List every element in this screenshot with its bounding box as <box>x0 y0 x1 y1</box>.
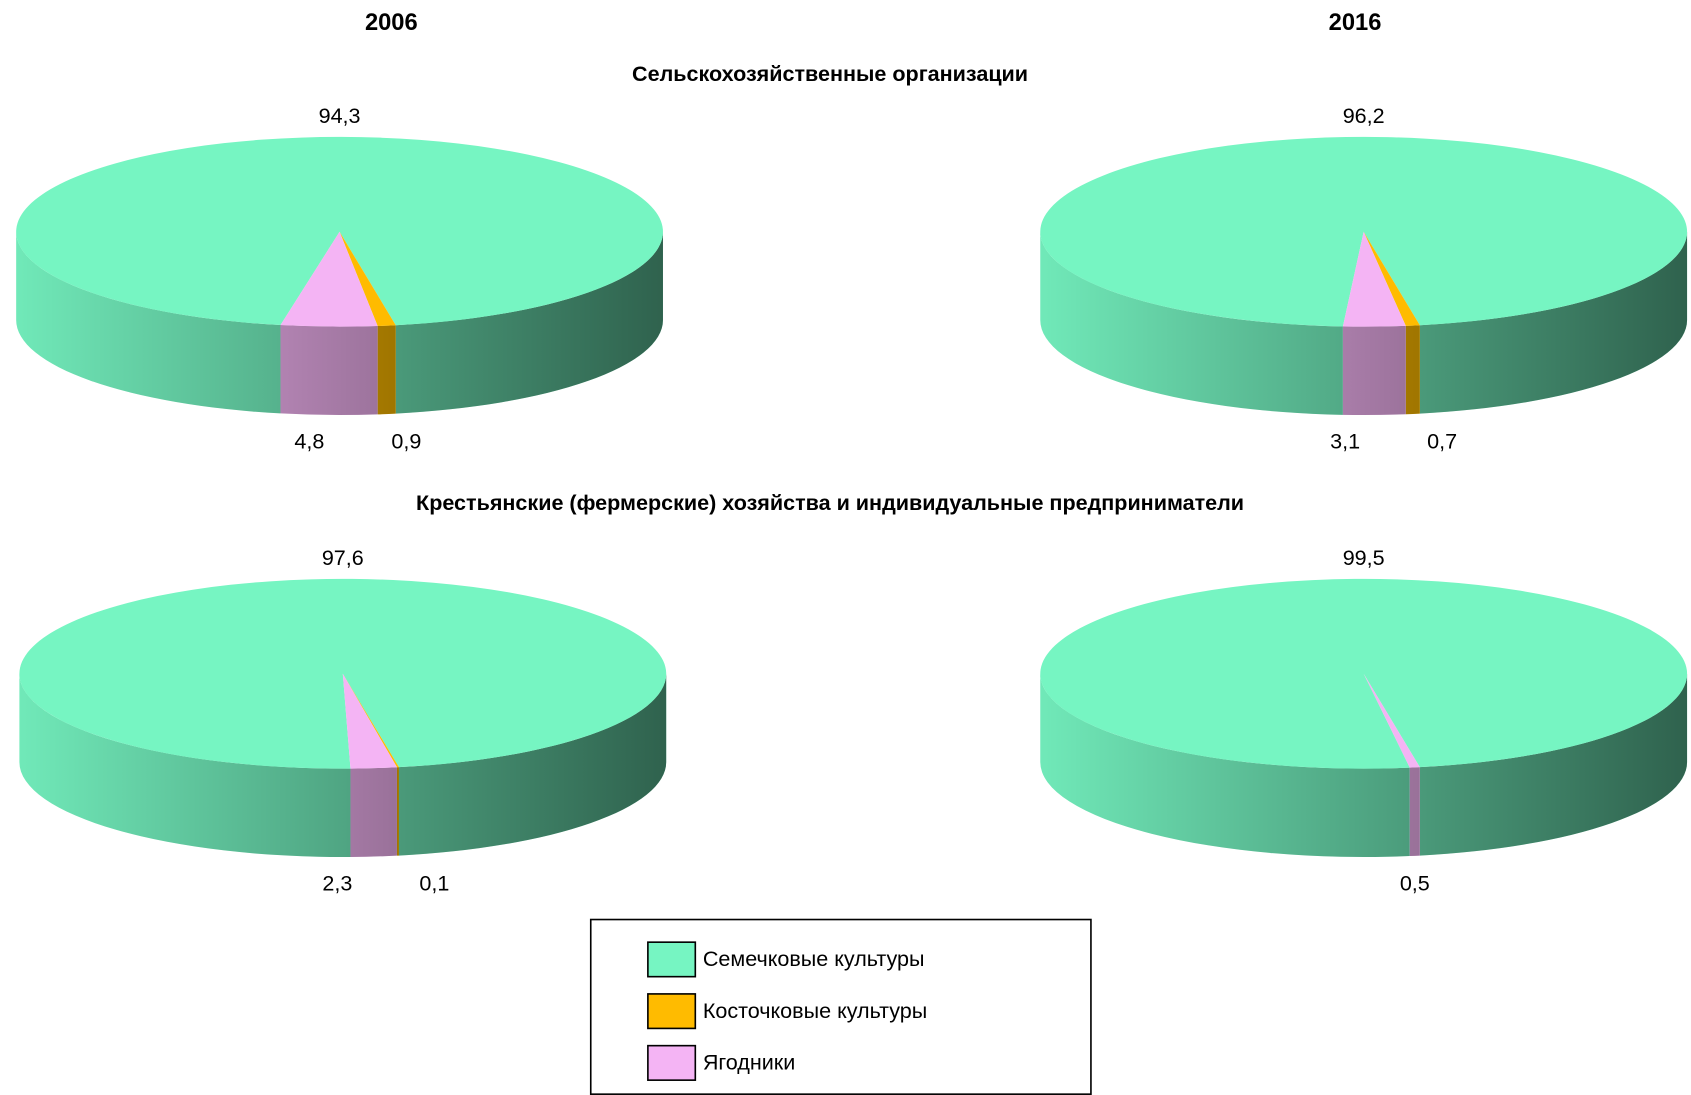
pie-side-shade <box>1409 767 1420 857</box>
pie-slice <box>1040 136 1688 327</box>
data-label: 97,6 <box>322 545 364 570</box>
pie-slice <box>342 673 399 768</box>
pie-side-shade <box>396 767 399 856</box>
pie-slice <box>1040 578 1688 769</box>
legend-label: Ягодники <box>703 1050 795 1075</box>
pie-side-shade <box>1040 231 1343 415</box>
data-label: 0,1 <box>419 871 449 896</box>
pie-side-shade <box>398 673 667 856</box>
pie-side-shade <box>1040 673 1410 858</box>
pie-slice <box>19 578 667 769</box>
pie-side-shade <box>1419 673 1688 856</box>
pie-slice <box>1342 231 1406 327</box>
pie-side-shade <box>377 325 396 415</box>
pie-side-shade <box>1342 325 1406 416</box>
legend-swatch <box>647 1044 697 1081</box>
pie-side-shade <box>280 325 378 416</box>
pie-slice <box>1363 673 1420 768</box>
legend-swatch <box>647 993 697 1030</box>
data-label: 0,5 <box>1400 871 1430 896</box>
data-label: 4,8 <box>294 429 324 454</box>
chart-area: 2006 2016 Сельскохозяйственные организац… <box>16 10 1688 1095</box>
column-title: 2006 <box>365 10 418 36</box>
data-label: 0,9 <box>391 429 421 454</box>
pie-side-shade <box>19 673 351 858</box>
pie-side-shade <box>1405 325 1420 415</box>
data-label: 99,5 <box>1343 545 1385 570</box>
pie-slice <box>339 231 396 326</box>
legend-label: Косточковые культуры <box>703 998 927 1023</box>
pie-side-shade <box>350 767 397 857</box>
legend-label: Семечковые культуры <box>703 946 925 971</box>
data-label: 2,3 <box>322 871 352 896</box>
pie-slice <box>280 231 378 327</box>
pie-slice <box>16 136 663 326</box>
pie-slice <box>1363 231 1420 326</box>
row-title: Сельскохозяйственные организации <box>632 61 1028 86</box>
pie-slice <box>342 673 397 769</box>
pie-side-shade <box>1419 231 1688 414</box>
column-title: 2016 <box>1329 10 1382 36</box>
data-label: 94,3 <box>319 103 361 128</box>
data-label: 3,1 <box>1330 429 1360 454</box>
data-label: 0,7 <box>1427 429 1457 454</box>
data-label: 96,2 <box>1343 103 1385 128</box>
pie-side-shade <box>16 231 281 414</box>
row-title: Крестьянские (фермерские) хозяйства и ин… <box>416 490 1244 515</box>
legend-swatch <box>647 941 697 978</box>
pie-side-shade <box>395 231 663 414</box>
